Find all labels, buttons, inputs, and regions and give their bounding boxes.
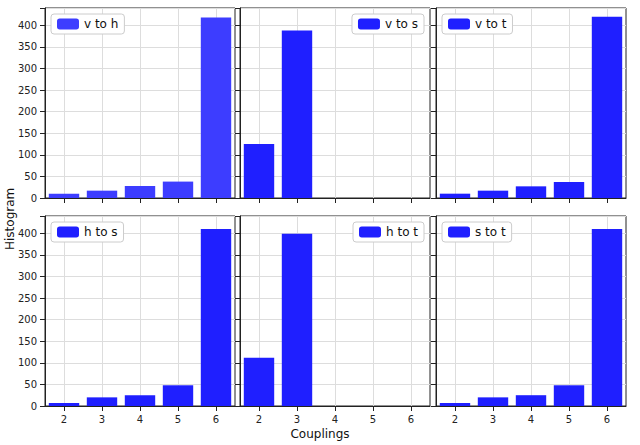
svg-text:150: 150 (18, 128, 37, 139)
svg-text:100: 100 (18, 149, 37, 160)
svg-text:h to t: h to t (386, 225, 418, 239)
svg-text:300: 300 (18, 63, 37, 74)
svg-text:4: 4 (137, 414, 143, 425)
svg-text:2: 2 (452, 414, 458, 425)
svg-text:400: 400 (18, 20, 37, 31)
svg-text:100: 100 (18, 357, 37, 368)
svg-text:250: 250 (18, 293, 37, 304)
svg-text:350: 350 (18, 41, 37, 52)
svg-text:Couplings: Couplings (290, 427, 349, 441)
svg-text:250: 250 (18, 85, 37, 96)
svg-text:150: 150 (18, 336, 37, 347)
svg-text:5: 5 (566, 414, 572, 425)
svg-text:3: 3 (490, 414, 496, 425)
svg-text:3: 3 (99, 414, 105, 425)
svg-text:6: 6 (604, 414, 610, 425)
svg-text:v to t: v to t (475, 17, 507, 31)
svg-text:v to s: v to s (385, 17, 418, 31)
svg-text:5: 5 (370, 414, 376, 425)
svg-text:300: 300 (18, 271, 37, 282)
svg-text:6: 6 (408, 414, 414, 425)
svg-text:50: 50 (24, 171, 37, 182)
svg-text:3: 3 (294, 414, 300, 425)
svg-text:200: 200 (18, 314, 37, 325)
svg-text:Histogram: Histogram (3, 188, 17, 250)
svg-text:2: 2 (256, 414, 262, 425)
svg-text:50: 50 (24, 379, 37, 390)
svg-text:4: 4 (332, 414, 338, 425)
svg-text:0: 0 (31, 193, 37, 204)
svg-text:h to s: h to s (84, 225, 118, 239)
svg-text:5: 5 (175, 414, 181, 425)
svg-text:350: 350 (18, 249, 37, 260)
svg-text:s to t: s to t (475, 225, 506, 239)
svg-text:200: 200 (18, 106, 37, 117)
svg-text:4: 4 (528, 414, 534, 425)
svg-text:v to h: v to h (84, 17, 118, 31)
svg-text:6: 6 (213, 414, 219, 425)
svg-text:400: 400 (18, 228, 37, 239)
svg-text:2: 2 (61, 414, 67, 425)
svg-text:0: 0 (31, 401, 37, 412)
